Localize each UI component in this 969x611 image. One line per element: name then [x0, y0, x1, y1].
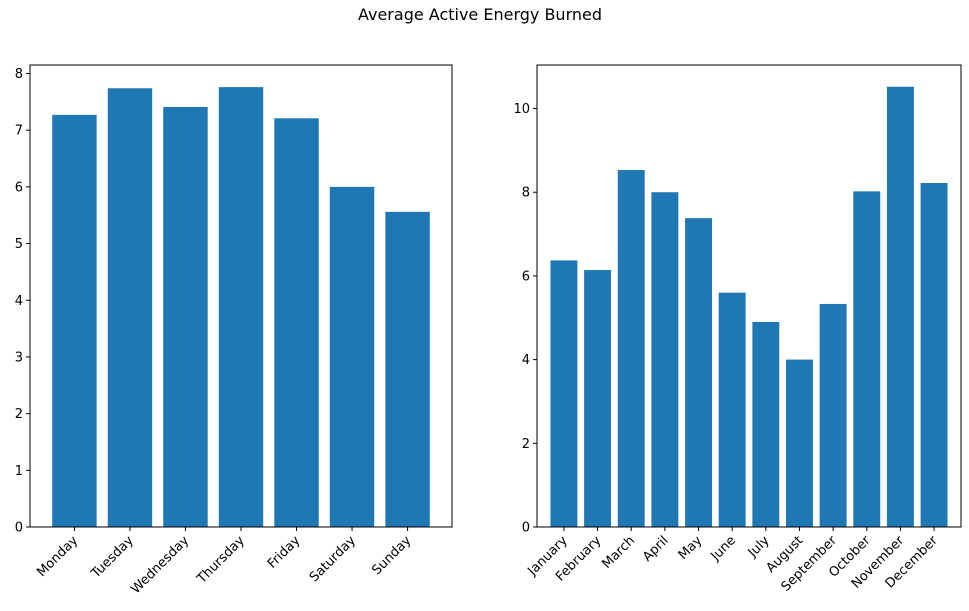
bar-december: [920, 183, 948, 527]
x-tick-label: June: [708, 533, 739, 564]
y-tick-label: 2: [522, 437, 530, 452]
bar-tuesday: [107, 88, 153, 528]
bar-november: [886, 86, 914, 527]
figure-title: Average Active Energy Burned: [358, 5, 602, 24]
bar-january: [550, 260, 578, 527]
y-tick-label: 4: [15, 294, 23, 309]
x-tick-label: May: [676, 533, 706, 563]
y-tick-label: 8: [15, 67, 23, 82]
bar-june: [718, 292, 746, 527]
bar-saturday: [329, 186, 375, 527]
bar-april: [651, 192, 679, 527]
bar-wednesday: [163, 106, 208, 527]
bar-monday: [52, 114, 97, 527]
y-tick-label: 1: [15, 464, 23, 479]
y-tick-label: 3: [15, 350, 23, 365]
x-tick-label: March: [599, 533, 638, 572]
x-tick-label: Sunday: [369, 533, 414, 578]
bar-march: [617, 170, 645, 528]
y-tick-label: 4: [522, 353, 530, 368]
bar-may: [685, 218, 712, 527]
y-tick-label: 6: [522, 269, 530, 284]
x-tick-label: Monday: [34, 533, 81, 580]
bar-thursday: [218, 87, 264, 528]
bar-february: [584, 270, 612, 527]
axes-frame: [536, 64, 962, 528]
y-tick-label: 10: [513, 102, 530, 117]
bar-friday: [274, 118, 319, 527]
y-tick-label: 6: [15, 180, 23, 195]
bar-september: [819, 303, 847, 527]
y-tick-label: 7: [15, 124, 23, 139]
x-tick-label: Friday: [265, 533, 304, 572]
y-tick-label: 0: [522, 521, 530, 536]
x-tick-label: Wednesday: [128, 533, 192, 597]
y-tick-label: 2: [15, 407, 23, 422]
x-tick-label: April: [640, 533, 672, 565]
x-tick-label: Thursday: [194, 533, 248, 587]
y-tick-label: 5: [15, 237, 23, 252]
bar-july: [752, 321, 780, 527]
y-tick-label: 8: [522, 186, 530, 201]
y-tick-label: 0: [15, 521, 23, 536]
x-tick-label: Saturday: [307, 533, 359, 585]
bar-october: [853, 191, 881, 527]
bar-august: [786, 359, 813, 527]
x-tick-label: Tuesday: [88, 533, 137, 582]
bar-sunday: [385, 211, 430, 527]
x-tick-label: July: [745, 533, 773, 561]
